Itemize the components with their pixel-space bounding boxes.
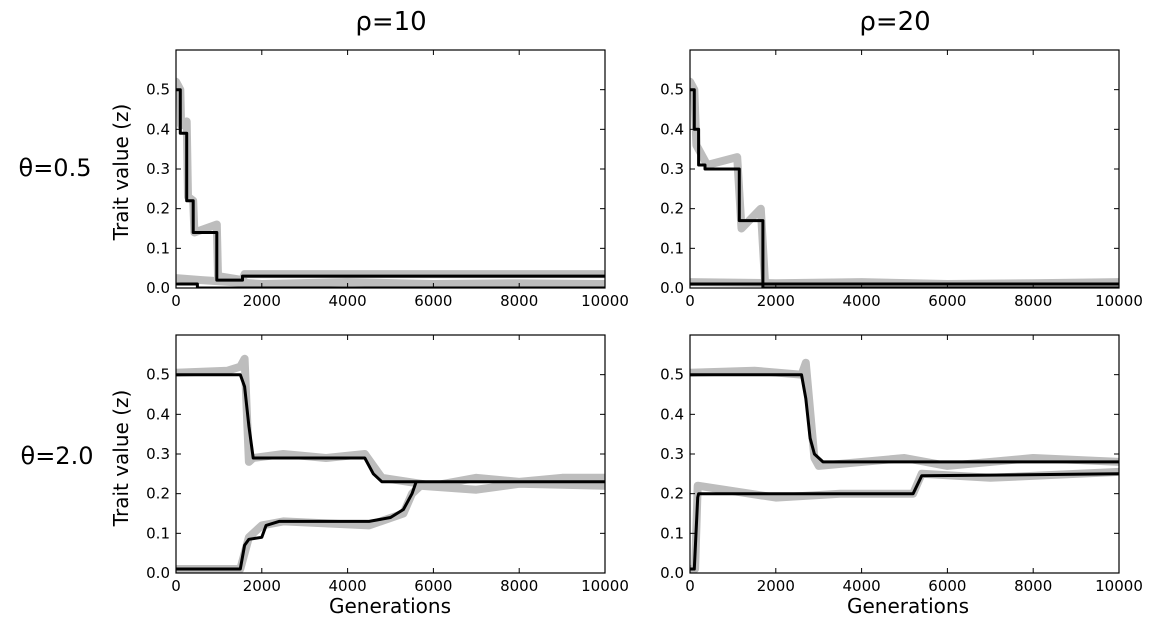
y-tick-label: 0.2 (660, 485, 684, 503)
row-title-theta-2-0: θ=2.0 (21, 442, 94, 470)
x-tick-label: 6000 (414, 292, 452, 310)
panels: 0 2000 4000 6000 8000 10000 0.0 0.1 0.2 0.3 0.4 0.5… (146, 49, 1143, 595)
y-tick-label: 0.0 (146, 279, 170, 297)
x-tick-label: 10000 (1095, 292, 1143, 310)
y-axis-title-bottom: Trait value (z) (109, 390, 133, 528)
y-tick-label: 0.2 (146, 485, 170, 503)
y-tick-label: 0.5 (660, 366, 684, 384)
panel-3: 0 2000 4000 6000 8000 10000 0.0 0.1 0.2 0.3 0.4 0.5 (146, 334, 629, 595)
x-tick-label: 4000 (329, 292, 367, 310)
y-tick-label: 0.0 (660, 564, 684, 582)
column-title-rho-10: ρ=10 (355, 7, 426, 37)
replicate-series-line (690, 77, 1119, 288)
y-tick-label: 0.4 (146, 405, 170, 423)
y-tick-label: 0.1 (146, 239, 170, 257)
x-tick-label: 2000 (243, 292, 281, 310)
series-group (176, 354, 605, 573)
x-tick-label: 6000 (414, 577, 452, 595)
x-tick-label: 2000 (757, 577, 795, 595)
x-tick-label: 8000 (1014, 577, 1052, 595)
replicate-series-line (176, 479, 605, 573)
x-tick-label: 10000 (581, 577, 629, 595)
y-tick-label: 0.5 (660, 81, 684, 99)
x-axis-title-left: Generations (329, 594, 451, 618)
y-tick-label: 0.0 (660, 279, 684, 297)
y-tick-label: 0.5 (146, 81, 170, 99)
x-tick-label: 8000 (1014, 292, 1052, 310)
y-tick-label: 0.4 (146, 120, 170, 138)
y-tick-label: 0.1 (660, 524, 684, 542)
panel-1: 0 2000 4000 6000 8000 10000 0.0 0.1 0.2 0.3 0.4 0.5 (146, 49, 629, 310)
panel-4: 0 2000 4000 6000 8000 10000 0.0 0.1 0.2 0.3 0.4 0.5 (660, 334, 1143, 595)
mean-series-line (176, 481, 418, 571)
x-tick-label: 6000 (928, 292, 966, 310)
x-axis-title-right: Generations (847, 594, 969, 618)
replicate-series-line (690, 467, 1119, 573)
y-tick-label: 0.4 (660, 405, 684, 423)
series-group (690, 358, 1119, 573)
mean-series-line (690, 472, 1119, 571)
mean-series-line (176, 88, 605, 282)
x-tick-label: 2000 (243, 577, 281, 595)
x-tick-label: 0 (171, 577, 181, 595)
y-tick-label: 0.3 (146, 160, 170, 178)
mean-series-line (176, 373, 605, 484)
replicate-series-line (690, 358, 1119, 470)
y-tick-label: 0.3 (146, 445, 170, 463)
mean-series-line (690, 88, 1119, 288)
mean-series-line (690, 373, 1119, 464)
mean-series-line (176, 282, 605, 288)
row-title-theta-0-5: θ=0.5 (19, 154, 92, 182)
y-tick-label: 0.0 (146, 564, 170, 582)
y-tick-label: 0.5 (146, 366, 170, 384)
y-tick-label: 0.1 (660, 239, 684, 257)
y-tick-label: 0.3 (660, 445, 684, 463)
x-tick-label: 4000 (329, 577, 367, 595)
x-tick-label: 8000 (500, 292, 538, 310)
y-tick-label: 0.2 (146, 200, 170, 218)
column-title-rho-20: ρ=20 (859, 7, 930, 37)
x-tick-label: 10000 (1095, 577, 1143, 595)
x-tick-label: 8000 (500, 577, 538, 595)
x-tick-label: 4000 (843, 577, 881, 595)
plot-frame (175, 49, 606, 289)
y-tick-label: 0.2 (660, 200, 684, 218)
y-tick-label: 0.1 (146, 524, 170, 542)
y-tick-label: 0.3 (660, 160, 684, 178)
x-tick-label: 10000 (581, 292, 629, 310)
x-tick-label: 4000 (843, 292, 881, 310)
panel-2: 0 2000 4000 6000 8000 10000 0.0 0.1 0.2 0.3 0.4 0.5 (660, 49, 1143, 310)
x-tick-label: 0 (685, 577, 695, 595)
x-tick-label: 0 (171, 292, 181, 310)
x-tick-label: 0 (685, 292, 695, 310)
x-tick-label: 6000 (928, 577, 966, 595)
series-group (690, 77, 1119, 288)
series-group (176, 77, 605, 288)
x-tick-label: 2000 (757, 292, 795, 310)
y-tick-label: 0.4 (660, 120, 684, 138)
y-axis-title-top: Trait value (z) (109, 104, 133, 242)
replicate-series-line (176, 77, 605, 285)
plot-frame (689, 49, 1120, 289)
